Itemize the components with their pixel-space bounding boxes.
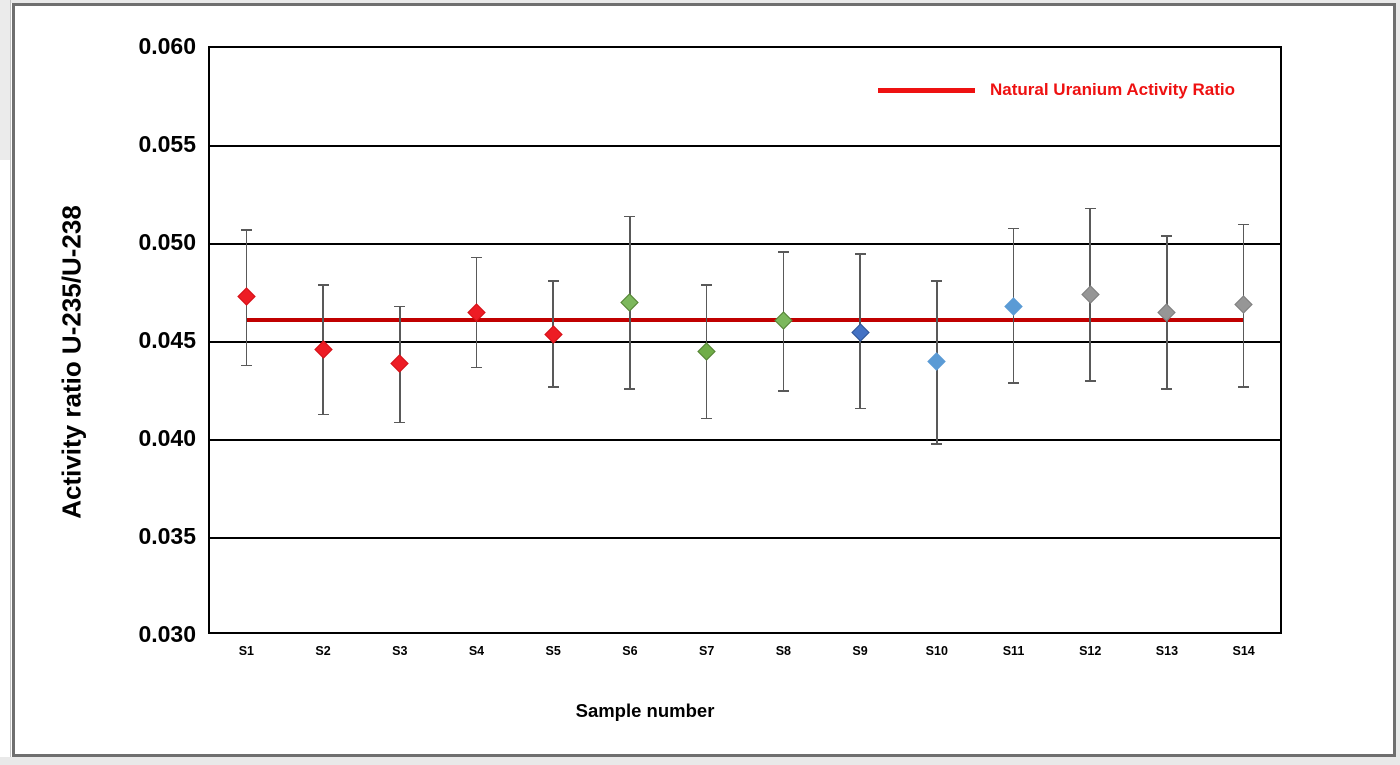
chart-object[interactable]: [12, 3, 1396, 757]
sheet-gridline: [10, 0, 11, 765]
error-bar-cap-top: [240, 229, 252, 231]
gridline: [210, 341, 1280, 343]
x-tick-label: S10: [925, 644, 948, 658]
y-axis-title: Activity ratio U-235/U-238: [56, 205, 87, 519]
error-bar-cap-top: [1238, 223, 1250, 226]
error-bar-cap-bottom: [1008, 382, 1019, 384]
error-bar-cap-bottom: [777, 390, 789, 392]
gridline: [210, 439, 1280, 441]
x-tick-label: S8: [775, 644, 791, 658]
y-tick-label: 0.040: [138, 425, 196, 451]
sheet-edge-bottom: [0, 757, 1400, 765]
legend-label: Natural Uranium Activity Ratio: [990, 80, 1235, 99]
y-tick-label: 0.030: [138, 621, 196, 647]
error-bar-cap-bottom: [931, 443, 943, 445]
error-bar-cap-bottom: [394, 421, 406, 424]
error-bar-cap-top: [1008, 227, 1019, 230]
sheet-edge-corner: [0, 0, 10, 160]
legend: Natural Uranium Activity Ratio: [878, 80, 1235, 100]
x-tick-label: S6: [622, 644, 638, 658]
x-tick-label: S9: [852, 644, 868, 658]
error-bar-cap-bottom: [547, 386, 559, 388]
x-tick-label: S5: [545, 644, 561, 658]
y-tick-label: 0.050: [138, 229, 196, 255]
reference-line: [246, 318, 1244, 323]
x-tick-label: S14: [1232, 644, 1255, 658]
error-bar-cap-top: [471, 256, 482, 259]
error-bar-cap-top: [1161, 235, 1173, 237]
x-tick-label: S11: [1002, 644, 1025, 658]
error-bar-cap-bottom: [240, 364, 252, 367]
error-bar-cap-top: [931, 280, 943, 282]
x-tick-label: S13: [1155, 644, 1179, 658]
error-bar-cap-bottom: [317, 413, 329, 416]
error-bar-cap-bottom: [1238, 386, 1250, 388]
x-tick-label: S12: [1079, 644, 1102, 658]
error-bar-cap-top: [317, 284, 329, 286]
error-bar-cap-top: [547, 280, 559, 282]
x-tick-label: S1: [238, 644, 254, 658]
x-tick-label: S3: [392, 644, 408, 658]
x-tick-label: S2: [315, 644, 331, 658]
error-bar-cap-top: [701, 284, 713, 286]
error-bar-cap-bottom: [701, 417, 713, 420]
y-tick-label: 0.035: [138, 523, 196, 549]
sheet-edge-top: [0, 0, 1400, 3]
error-bar-cap-top: [394, 305, 406, 308]
x-tick-label: S7: [698, 644, 715, 658]
error-bar-cap-top: [854, 253, 866, 255]
error-bar-cap-top: [1084, 207, 1096, 210]
gridline: [210, 243, 1280, 245]
x-axis-title: Sample number: [575, 700, 715, 721]
error-bar-cap-top: [624, 215, 636, 218]
legend-line-swatch: [878, 87, 975, 93]
y-tick-label: 0.045: [138, 327, 196, 353]
sheet-edge-right: [1396, 0, 1400, 765]
error-bar-cap-top: [777, 251, 789, 253]
error-bar-cap-bottom: [471, 366, 482, 369]
gridline: [210, 537, 1280, 539]
gridline: [210, 145, 1280, 147]
error-bar-cap-bottom: [854, 407, 866, 410]
error-bar-cap-bottom: [1161, 388, 1173, 390]
x-tick-label: S4: [468, 644, 485, 658]
y-tick-label: 0.055: [138, 131, 196, 157]
plot-area: [208, 46, 1282, 634]
y-tick-label: 0.060: [138, 33, 196, 59]
error-bar-cap-bottom: [1084, 380, 1096, 382]
error-bar-cap-bottom: [624, 388, 636, 390]
